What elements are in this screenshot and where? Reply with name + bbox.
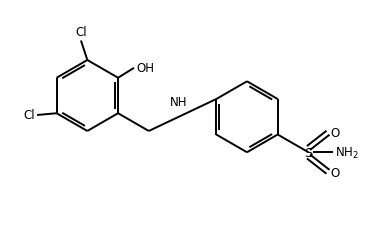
Text: NH$_2$: NH$_2$ [335,145,359,160]
Text: Cl: Cl [75,26,87,39]
Text: OH: OH [137,61,154,74]
Text: O: O [331,126,340,139]
Text: O: O [331,166,340,179]
Text: NH: NH [170,95,188,108]
Text: Cl: Cl [23,109,35,122]
Text: S: S [304,146,313,159]
